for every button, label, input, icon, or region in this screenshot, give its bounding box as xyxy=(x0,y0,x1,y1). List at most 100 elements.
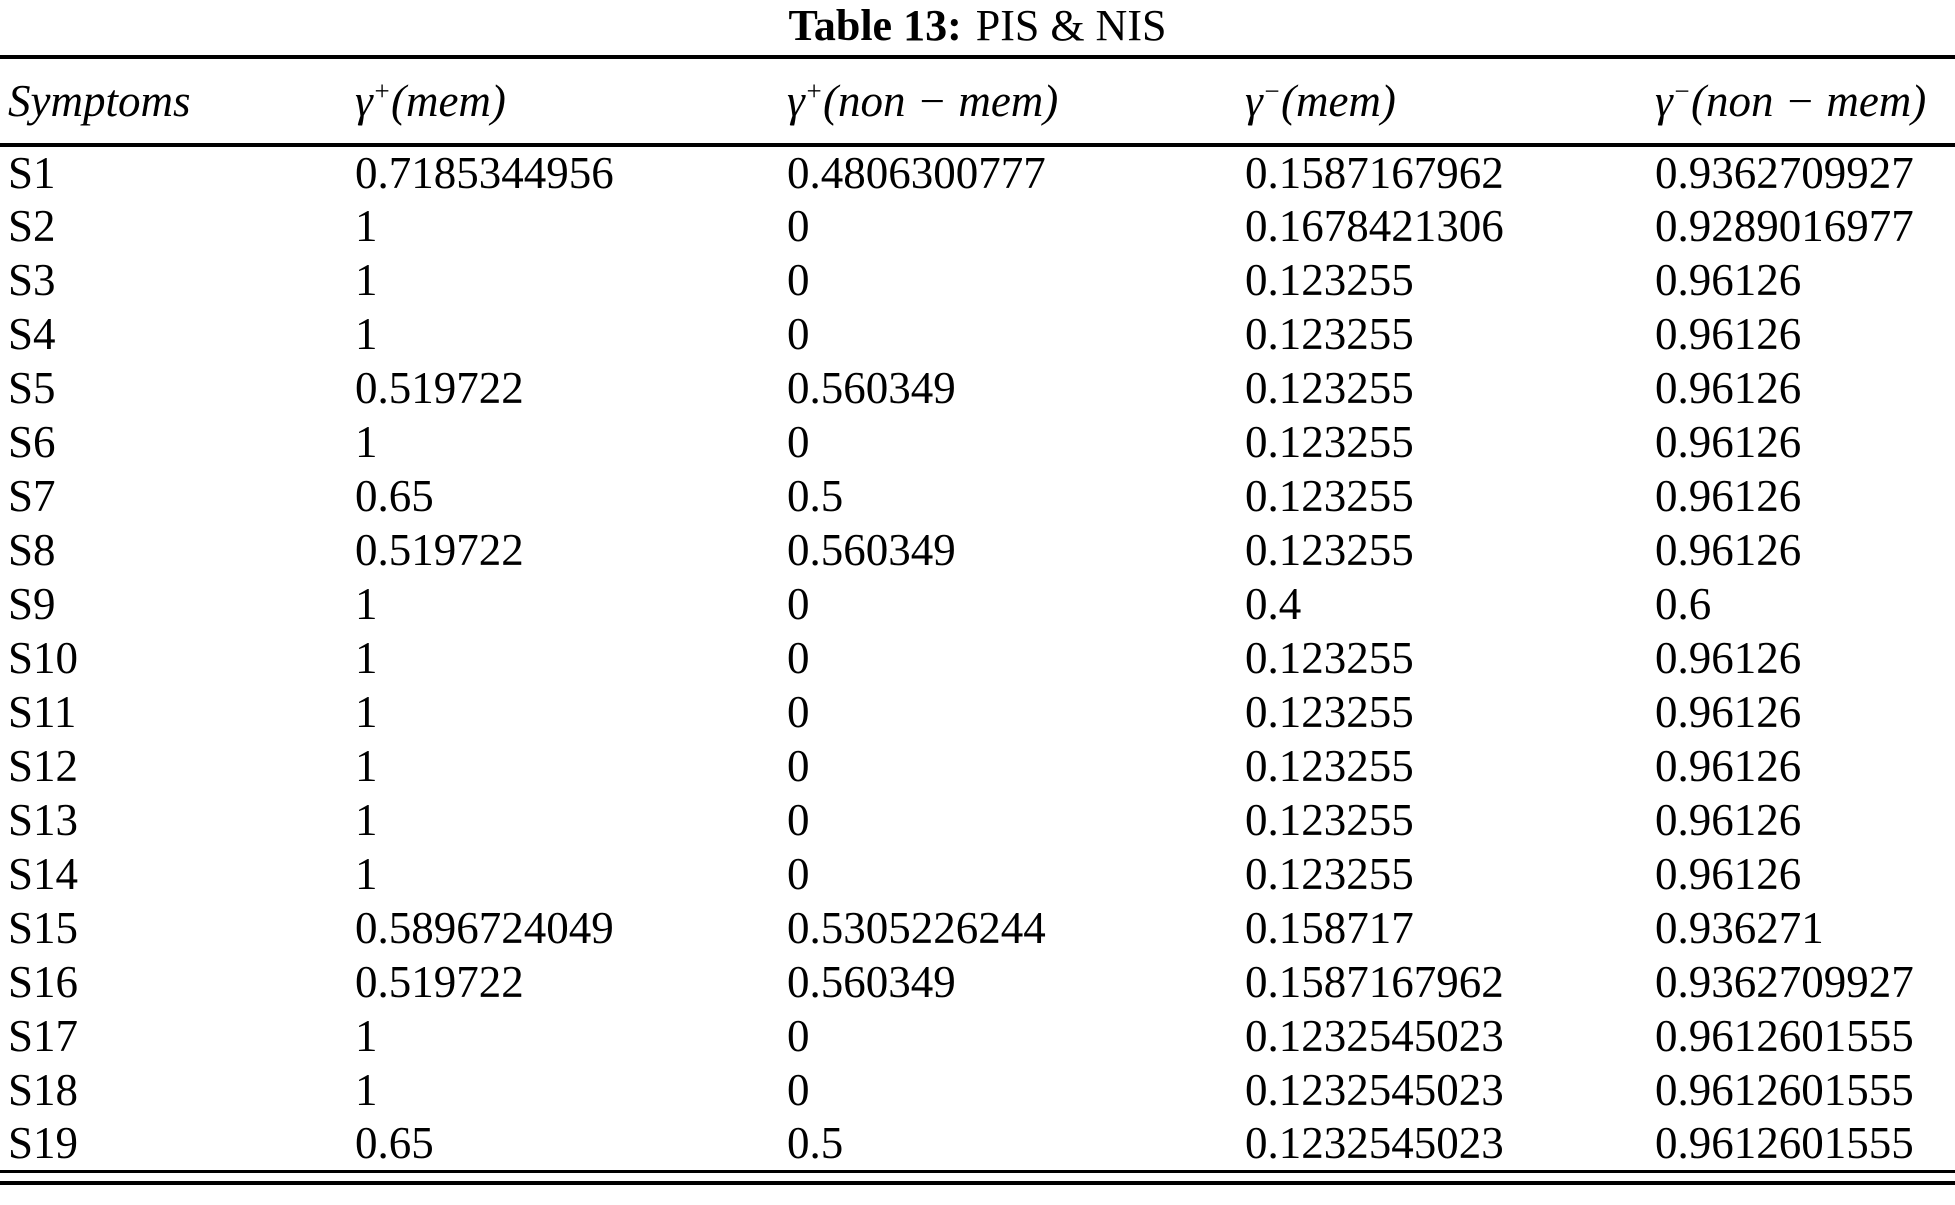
value-cell: 0.158717 xyxy=(1245,903,1414,953)
value-cell: 0.6 xyxy=(1655,579,1712,629)
value-cell: 0.96126 xyxy=(1655,687,1802,737)
table-row: S7 0.65 0.5 0.123255 0.96126 xyxy=(0,469,1955,523)
value-cell: 1 xyxy=(355,849,378,899)
value-cell: 1 xyxy=(355,579,378,629)
value-cell: 0.123255 xyxy=(1245,633,1414,683)
column-header: Symptoms xyxy=(0,57,355,145)
table-row: S4 1 0 0.123255 0.96126 xyxy=(0,307,1955,361)
value-cell: 0.96126 xyxy=(1655,741,1802,791)
table-row: S13 1 0 0.123255 0.96126 xyxy=(0,793,1955,847)
symptom-label: S8 xyxy=(8,525,56,575)
value-cell: 1 xyxy=(355,255,378,305)
value-cell: 0.65 xyxy=(355,1118,434,1169)
symptom-label: S17 xyxy=(8,1011,79,1061)
table-row: S8 0.519722 0.560349 0.123255 0.96126 xyxy=(0,523,1955,577)
value-cell: 1 xyxy=(355,201,378,251)
table-caption-label: Table 13: xyxy=(788,1,962,50)
table-row: S2 1 0 0.1678421306 0.9289016977 xyxy=(0,199,1955,253)
table-row: S16 0.519722 0.560349 0.1587167962 0.9362709… xyxy=(0,955,1955,1009)
value-cell: 0.9362709927 xyxy=(1655,957,1914,1007)
column-header-rest: (mem) xyxy=(1280,76,1396,126)
value-cell: 1 xyxy=(355,1065,378,1115)
column-header-superscript: − xyxy=(1672,76,1691,106)
value-cell: 0.4806300777 xyxy=(787,148,1046,198)
column-header-rest: (mem) xyxy=(390,76,506,126)
value-cell: 1 xyxy=(355,309,378,359)
value-cell: 0 xyxy=(787,417,810,467)
value-cell: 0.1587167962 xyxy=(1245,148,1504,198)
value-cell: 0.96126 xyxy=(1655,633,1802,683)
value-cell: 0 xyxy=(787,1011,810,1061)
value-cell: 0 xyxy=(787,1065,810,1115)
column-header-superscript: + xyxy=(804,76,823,106)
column-header: γ−(mem) xyxy=(1245,57,1655,145)
symptom-label: S1 xyxy=(8,148,56,198)
symptom-label: S11 xyxy=(8,687,77,737)
column-header-base: γ xyxy=(1245,76,1263,126)
value-cell: 0.519722 xyxy=(355,363,524,413)
value-cell: 0.123255 xyxy=(1245,741,1414,791)
value-cell: 1 xyxy=(355,1011,378,1061)
value-cell: 1 xyxy=(355,795,378,845)
value-cell: 0 xyxy=(787,201,810,251)
value-cell: 0.9289016977 xyxy=(1655,201,1914,251)
symptom-label: S10 xyxy=(8,633,79,683)
table-row: S3 1 0 0.123255 0.96126 xyxy=(0,253,1955,307)
column-header: γ−(non − mem) xyxy=(1655,57,1955,145)
value-cell: 0.123255 xyxy=(1245,471,1414,521)
column-header-superscript: − xyxy=(1262,76,1281,106)
value-cell: 1 xyxy=(355,741,378,791)
value-cell: 0.123255 xyxy=(1245,417,1414,467)
table-bottom-rule xyxy=(0,1180,1955,1185)
value-cell: 0.123255 xyxy=(1245,309,1414,359)
column-header-rest: (non − mem) xyxy=(822,76,1059,126)
value-cell: 0 xyxy=(787,795,810,845)
value-cell: 0.4 xyxy=(1245,579,1302,629)
value-cell: 0 xyxy=(787,849,810,899)
value-cell: 0.519722 xyxy=(355,525,524,575)
value-cell: 1 xyxy=(355,417,378,467)
value-cell: 0.1232545023 xyxy=(1245,1011,1504,1061)
table-body: S1 0.7185344956 0.4806300777 0.1587167962 0.… xyxy=(0,145,1955,1171)
symptom-label: S19 xyxy=(8,1118,79,1169)
table-caption: Table 13: PIS & NIS xyxy=(0,0,1955,55)
value-cell: 0.5 xyxy=(787,471,844,521)
value-cell: 0 xyxy=(787,633,810,683)
symptom-label: S15 xyxy=(8,903,79,953)
value-cell: 1 xyxy=(355,633,378,683)
table-row: S15 0.5896724049 0.5305226244 0.158717 0.936… xyxy=(0,901,1955,955)
value-cell: 0.96126 xyxy=(1655,255,1802,305)
value-cell: 0.9612601555 xyxy=(1655,1118,1914,1169)
value-cell: 0.9612601555 xyxy=(1655,1011,1914,1061)
symptom-label: S6 xyxy=(8,417,56,467)
value-cell: 0.96126 xyxy=(1655,363,1802,413)
symptom-label: S14 xyxy=(8,849,79,899)
value-cell: 0 xyxy=(787,579,810,629)
value-cell: 0.560349 xyxy=(787,957,956,1007)
symptom-label: S18 xyxy=(8,1065,79,1115)
table-head: Symptoms γ+(mem) γ+(non − mem) γ−(mem) γ−(no… xyxy=(0,57,1955,145)
column-header-base: γ xyxy=(787,76,805,126)
symptom-label: S12 xyxy=(8,741,79,791)
value-cell: 0.519722 xyxy=(355,957,524,1007)
value-cell: 0.9612601555 xyxy=(1655,1065,1914,1115)
pis-nis-table: Symptoms γ+(mem) γ+(non − mem) γ−(mem) γ−(no… xyxy=(0,55,1955,1173)
value-cell: 1 xyxy=(355,687,378,737)
table-header-row: Symptoms γ+(mem) γ+(non − mem) γ−(mem) γ−(no… xyxy=(0,57,1955,145)
value-cell: 0.96126 xyxy=(1655,471,1802,521)
column-header: γ+(non − mem) xyxy=(787,57,1245,145)
value-cell: 0.123255 xyxy=(1245,363,1414,413)
symptom-label: S5 xyxy=(8,363,56,413)
symptom-label: S3 xyxy=(8,255,56,305)
value-cell: 0.96126 xyxy=(1655,525,1802,575)
symptom-label: S2 xyxy=(8,201,56,251)
value-cell: 0.7185344956 xyxy=(355,148,614,198)
value-cell: 0.96126 xyxy=(1655,795,1802,845)
value-cell: 0.936271 xyxy=(1655,903,1824,953)
table-row: S9 1 0 0.4 0.6 xyxy=(0,577,1955,631)
value-cell: 0.5896724049 xyxy=(355,903,614,953)
value-cell: 0.96126 xyxy=(1655,417,1802,467)
value-cell: 0.123255 xyxy=(1245,525,1414,575)
value-cell: 0.123255 xyxy=(1245,849,1414,899)
